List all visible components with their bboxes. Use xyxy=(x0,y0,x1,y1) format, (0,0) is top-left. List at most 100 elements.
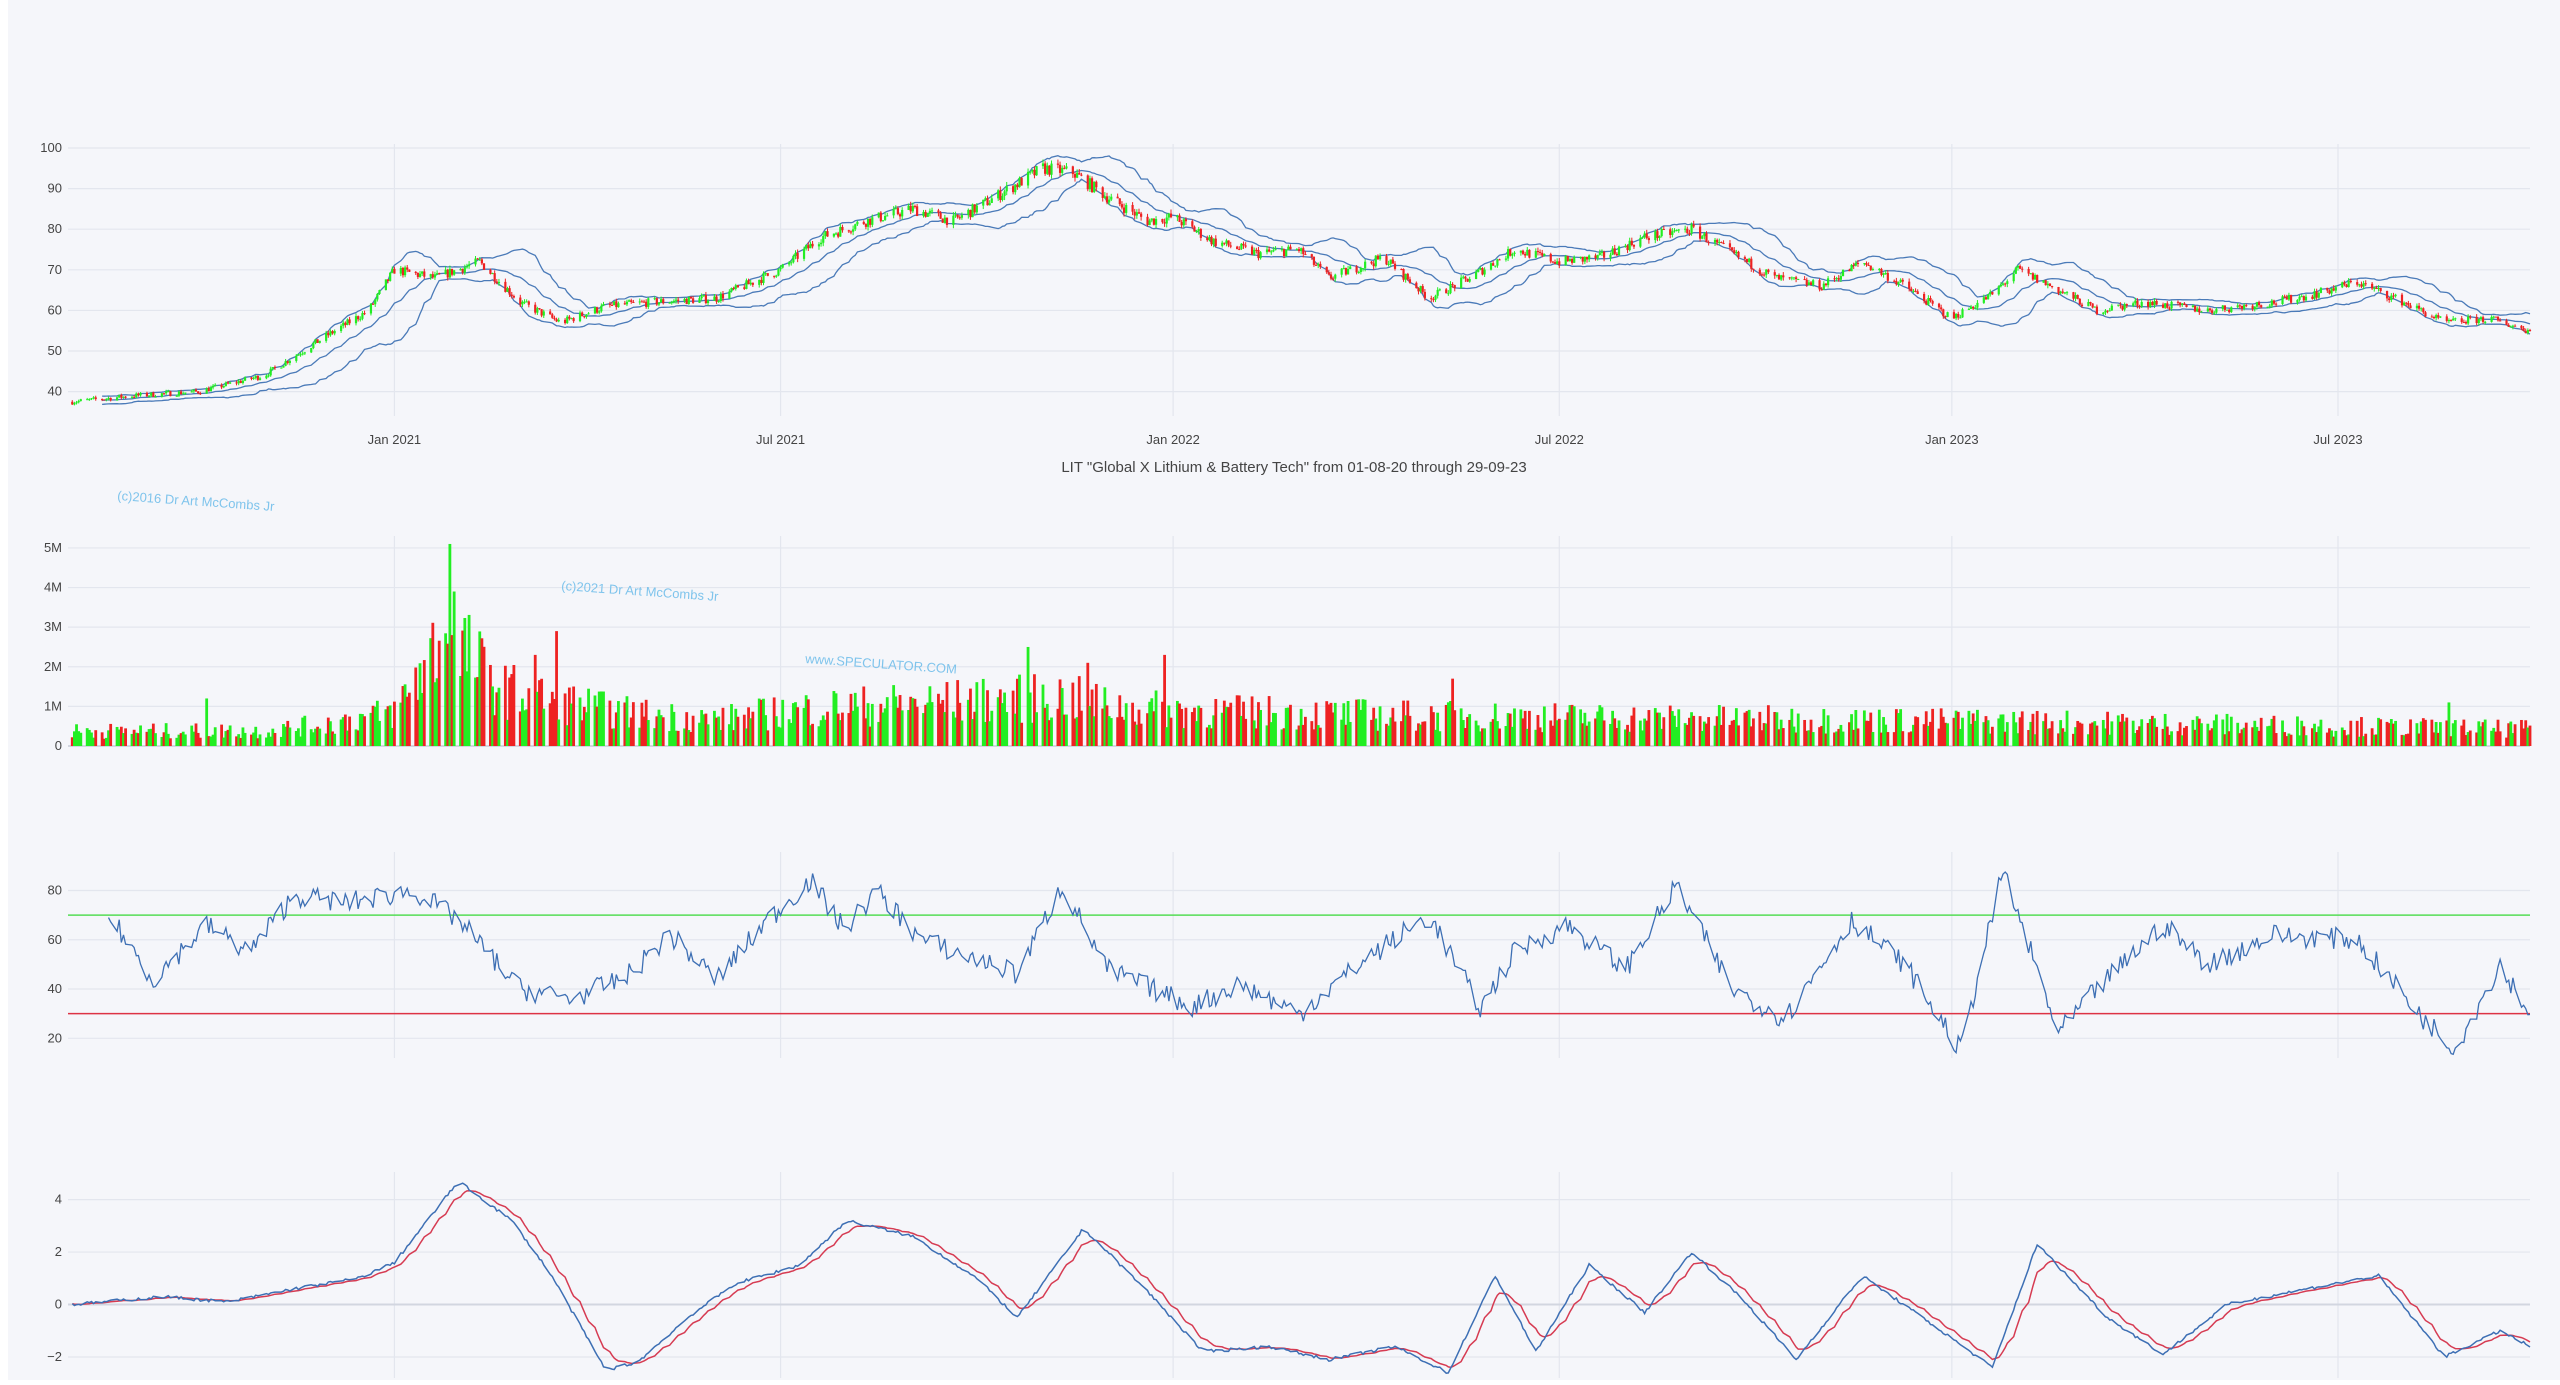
candle-body xyxy=(1101,187,1104,198)
volume-bar xyxy=(941,699,945,746)
candle-body xyxy=(162,393,166,395)
candle-body xyxy=(312,343,315,349)
macd-line xyxy=(71,1182,2531,1374)
candle-body xyxy=(2087,302,2090,307)
candle-body xyxy=(2211,310,2214,313)
candle-body xyxy=(2051,286,2054,288)
volume-bar xyxy=(2289,734,2293,746)
volume-bar xyxy=(2421,718,2425,746)
y-tick-label-rsi: 40 xyxy=(48,981,62,996)
candle xyxy=(984,196,987,202)
candle-body xyxy=(105,398,108,400)
volume-bar xyxy=(169,738,172,746)
candle xyxy=(1940,304,1943,312)
volume-bar xyxy=(85,728,89,746)
candle-body xyxy=(1792,277,1796,279)
candle-body xyxy=(418,273,422,277)
volume-bar xyxy=(2259,717,2263,746)
candle-body xyxy=(1863,263,1866,265)
candle-body xyxy=(549,311,552,315)
volume-bar xyxy=(1958,728,1962,746)
candle-body xyxy=(937,210,940,213)
candle xyxy=(1229,241,1232,249)
candle-body xyxy=(570,318,573,320)
candle-body xyxy=(1878,268,1881,270)
volume-bar xyxy=(224,731,228,746)
x-tick-label: Jul 2023 xyxy=(2313,432,2362,447)
volume-bar xyxy=(1163,654,1166,746)
candle xyxy=(1782,272,1785,281)
candle-body xyxy=(2019,265,2022,269)
candle xyxy=(2492,315,2495,319)
candle xyxy=(1882,272,1885,278)
volume-bar xyxy=(1065,714,1068,746)
candle-body xyxy=(1609,254,1612,258)
candle xyxy=(781,263,784,269)
volume-bar xyxy=(610,728,614,746)
candle xyxy=(205,387,208,394)
candle-body xyxy=(907,205,910,210)
volume-bar xyxy=(804,695,808,746)
volume-bar xyxy=(482,646,486,746)
volume-bar xyxy=(1720,724,1723,746)
candle xyxy=(1720,241,1723,244)
volume-bar xyxy=(1225,706,1228,746)
volume-bar xyxy=(745,728,748,746)
volume-bar xyxy=(2155,726,2159,746)
candle xyxy=(2481,315,2485,324)
volume-bar xyxy=(2050,721,2054,746)
candle xyxy=(280,367,283,369)
candle-body xyxy=(807,245,810,249)
candle xyxy=(1899,278,1902,283)
candle-body xyxy=(854,224,857,230)
volume-bar xyxy=(864,718,868,746)
volume-bar xyxy=(550,691,554,746)
candle-body xyxy=(1259,252,1262,259)
volume-bar xyxy=(1242,701,1245,746)
candle xyxy=(2328,289,2331,295)
candle xyxy=(109,397,112,402)
candle-body xyxy=(433,274,437,278)
candle-body xyxy=(939,212,942,219)
volume-bar xyxy=(1161,701,1164,746)
volume-bar xyxy=(2374,734,2378,746)
candle xyxy=(1001,193,1004,202)
candle-body xyxy=(2166,303,2169,308)
candle-body xyxy=(1238,249,1241,251)
candle-body xyxy=(1686,228,1689,234)
volume-bar xyxy=(318,728,322,746)
volume-bar xyxy=(1483,728,1487,746)
volume-bar xyxy=(764,715,768,746)
candle xyxy=(692,296,695,304)
candle xyxy=(721,291,725,302)
candle-body xyxy=(557,319,560,322)
volume-bar xyxy=(1805,730,1809,746)
candle-body xyxy=(1297,249,1301,251)
volume-bar xyxy=(1393,721,1397,746)
candle-body xyxy=(1600,251,1604,253)
candle xyxy=(2228,308,2231,314)
candle-body xyxy=(214,384,217,386)
candle xyxy=(1997,285,2000,296)
bollinger-middle-line xyxy=(102,169,2531,401)
volume-bar xyxy=(1871,731,1875,746)
candle-body xyxy=(886,215,889,217)
volume-bar xyxy=(1777,729,1781,746)
candle xyxy=(881,220,885,222)
volume-bar xyxy=(467,614,471,746)
volume-bar xyxy=(1737,725,1740,746)
candle xyxy=(640,299,643,303)
volume-bar xyxy=(832,691,836,746)
candle xyxy=(1790,276,1793,281)
candle xyxy=(2289,294,2293,305)
candle-body xyxy=(1647,238,1650,241)
candle xyxy=(209,385,213,392)
candle-body xyxy=(2033,274,2037,280)
candle-body xyxy=(2477,318,2480,324)
candle xyxy=(393,266,396,274)
volume-bar xyxy=(390,727,394,746)
candle xyxy=(715,294,718,304)
candle-body xyxy=(598,311,601,313)
candle xyxy=(2078,298,2081,305)
candle-body xyxy=(1154,218,1158,225)
